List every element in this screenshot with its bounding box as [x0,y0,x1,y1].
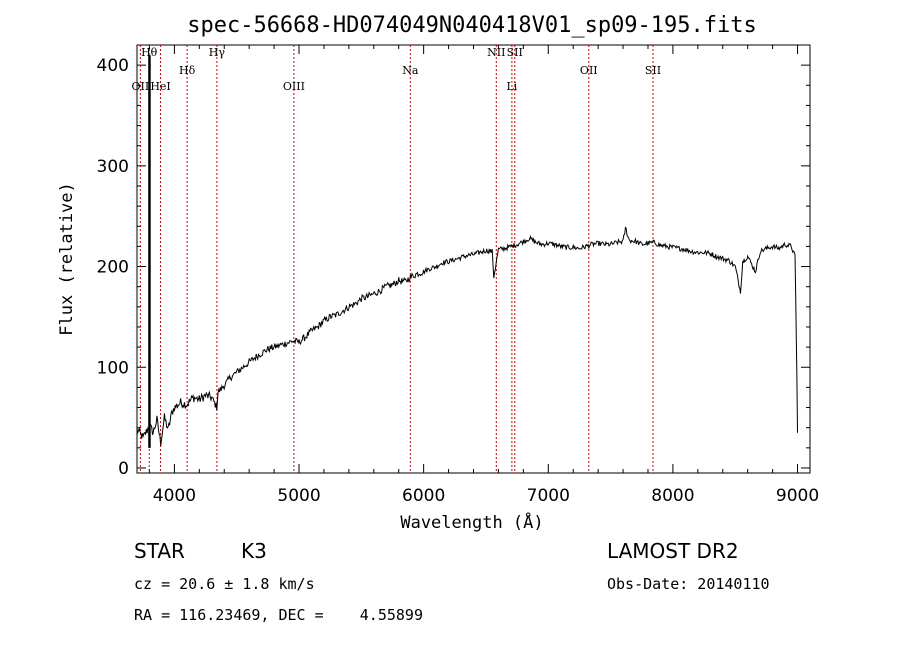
y-axis: 0 100 200 300 400 [97,56,810,479]
spectrum-series-line [136,226,798,446]
subclass: K3 [241,539,267,563]
reference-lines: OII Hθ HeI Hδ Hγ OIII Na NII Li SII OII SII [132,45,661,473]
x-tick-label: 6000 [402,486,445,506]
reference-line-label: Na [402,64,419,77]
x-axis-title: Wavelength (Å) [400,511,543,533]
x-tick-label: 8000 [651,486,694,506]
x-tick-label: 7000 [527,486,570,506]
x-tick-label: 5000 [277,486,320,506]
y-axis-title: Flux (relative) [57,182,77,336]
x-tick-label: 4000 [153,486,196,506]
reference-line-label: Hδ [179,64,196,77]
y-tick-label: 100 [97,358,129,378]
reference-line-label: OII [580,64,598,77]
reference-line-label: OIII [283,80,305,93]
reference-line-label: Hθ [141,46,158,59]
reference-line-label: NII [487,46,505,59]
x-tick-label: 9000 [776,486,819,506]
y-tick-label: 200 [97,258,129,278]
reference-line-label: HeI [150,80,170,93]
y-tick-label: 300 [97,157,129,177]
reference-line-label: SII [645,64,661,77]
y-tick-label: 0 [118,459,129,479]
y-tick-label: 400 [97,56,129,76]
redshift-cz: cz = 20.6 ± 1.8 km/s [134,575,315,593]
obs-date: Obs-Date: 20140110 [607,575,770,593]
reference-line-label: Hγ [209,46,226,59]
object-class: STAR [134,539,185,563]
plot-frame [136,44,811,474]
chart-title: spec-56668-HD074049N040418V01_sp09-195.f… [187,13,757,38]
reference-line-label: SII [507,46,523,59]
survey-label: LAMOST DR2 [607,539,739,563]
reference-line-label: OII [132,80,150,93]
x-axis: 4000 5000 6000 7000 8000 9000 [148,45,819,506]
reference-line-label: Li [506,80,517,93]
coordinates: RA = 116.23469, DEC = 4.55899 [134,606,423,624]
